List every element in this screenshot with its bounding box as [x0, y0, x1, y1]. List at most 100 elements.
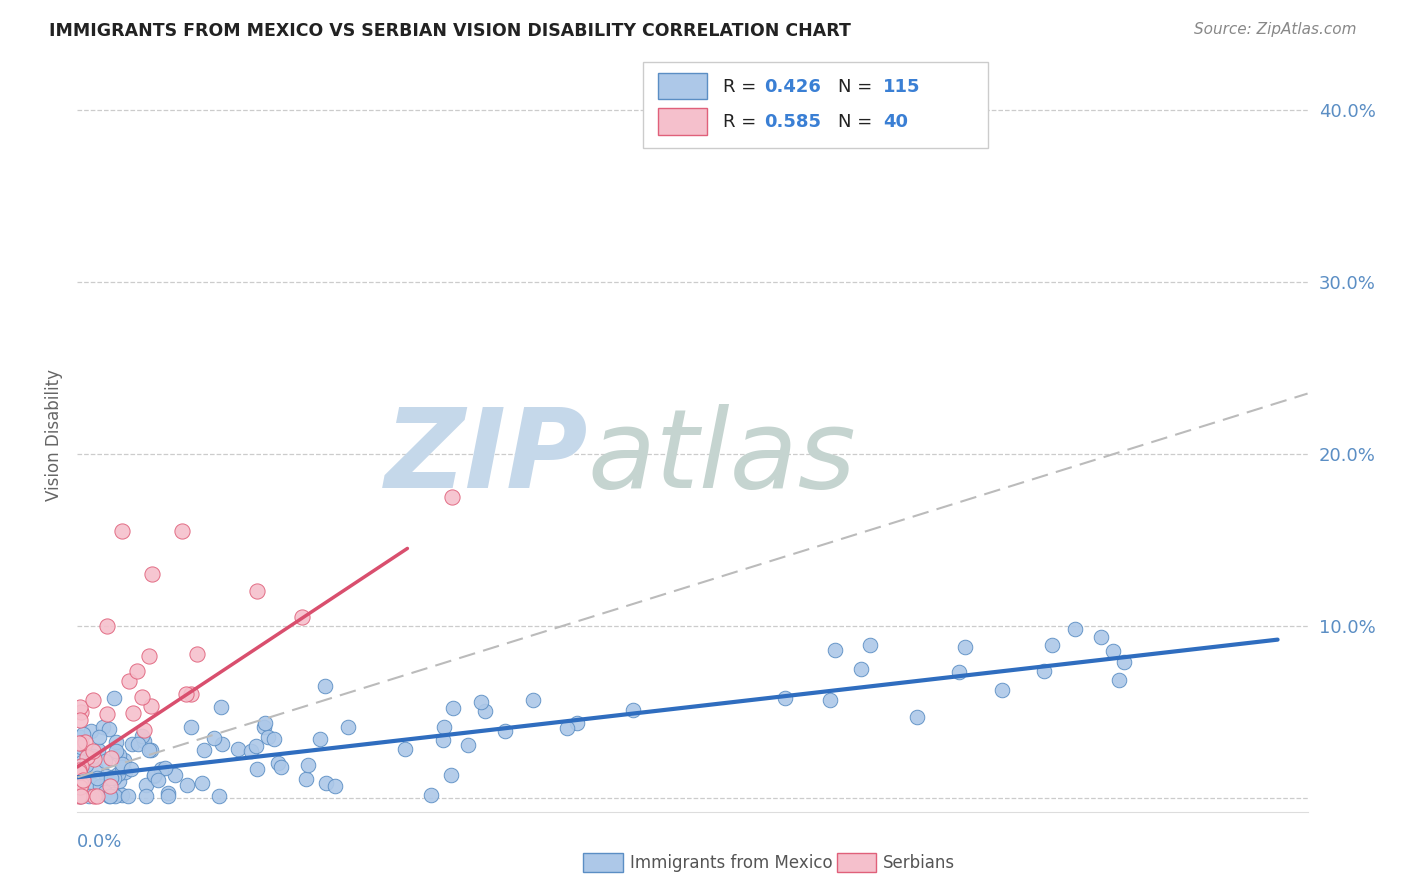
Point: [94, 785, 117, 799]
Point: [440, 768, 463, 782]
Point: [107, 767, 129, 781]
Point: [69, 777, 91, 791]
Point: [138, 649, 160, 664]
Point: [82, 778, 104, 792]
Point: [111, 788, 134, 802]
Point: [82, 693, 104, 707]
Point: [77, 789, 100, 804]
Point: [204, 731, 226, 745]
Point: [83, 789, 105, 804]
Point: [441, 490, 464, 504]
Text: N =: N =: [838, 78, 877, 95]
Point: [180, 687, 202, 701]
Point: [1112, 655, 1135, 669]
Text: Serbians: Serbians: [883, 854, 955, 871]
Point: [394, 742, 416, 756]
Point: [118, 674, 141, 689]
Point: [70, 747, 93, 761]
Point: [186, 647, 208, 661]
Point: [859, 639, 882, 653]
Point: [80, 751, 103, 765]
Point: [240, 744, 263, 758]
Point: [80, 724, 103, 739]
Point: [76, 749, 98, 764]
Point: [337, 719, 360, 733]
Point: [522, 693, 544, 707]
FancyBboxPatch shape: [658, 109, 707, 135]
Point: [98, 789, 121, 804]
Point: [108, 774, 131, 789]
Point: [773, 690, 796, 705]
Point: [69, 699, 91, 714]
Point: [1040, 638, 1063, 652]
Point: [226, 742, 249, 756]
Point: [100, 772, 122, 786]
Point: [818, 692, 841, 706]
Point: [135, 778, 157, 792]
Text: atlas: atlas: [588, 404, 856, 511]
Point: [291, 610, 314, 624]
Point: [991, 682, 1014, 697]
Point: [72, 773, 94, 788]
Point: [621, 703, 644, 717]
Point: [263, 731, 285, 746]
Point: [69, 740, 91, 755]
Text: Immigrants from Mexico: Immigrants from Mexico: [630, 854, 832, 871]
Point: [120, 762, 142, 776]
Point: [1090, 631, 1112, 645]
Point: [100, 750, 122, 764]
Point: [111, 524, 134, 539]
Point: [131, 690, 153, 704]
Point: [94, 755, 117, 769]
Text: N =: N =: [838, 113, 877, 131]
Point: [96, 619, 118, 633]
Point: [70, 789, 93, 804]
Point: [1108, 673, 1130, 687]
Point: [131, 729, 153, 743]
Point: [111, 760, 134, 774]
Point: [108, 748, 131, 763]
Point: [67, 765, 90, 780]
Point: [139, 698, 162, 713]
Point: [84, 762, 107, 776]
Point: [948, 665, 970, 679]
Point: [156, 789, 179, 804]
Point: [70, 705, 93, 719]
Point: [98, 722, 121, 736]
Point: [94, 769, 117, 783]
Point: [494, 723, 516, 738]
Point: [96, 706, 118, 721]
Point: [87, 743, 110, 757]
Point: [98, 789, 121, 804]
Point: [433, 720, 456, 734]
Point: [69, 713, 91, 727]
Point: [267, 756, 290, 771]
Point: [93, 720, 115, 734]
Point: [246, 762, 269, 776]
Point: [457, 738, 479, 752]
Point: [70, 789, 93, 804]
Text: 115: 115: [883, 78, 921, 95]
Point: [89, 779, 111, 793]
Point: [149, 762, 172, 776]
Point: [104, 744, 127, 758]
Point: [83, 752, 105, 766]
Point: [309, 732, 332, 747]
Point: [253, 720, 276, 734]
Point: [208, 789, 231, 803]
Text: 0.585: 0.585: [763, 113, 821, 131]
Point: [315, 776, 337, 790]
Text: 0.426: 0.426: [763, 78, 821, 95]
Point: [69, 736, 91, 750]
Point: [70, 759, 93, 773]
Point: [103, 772, 125, 786]
Text: R =: R =: [723, 78, 762, 95]
Point: [253, 715, 276, 730]
Point: [176, 778, 198, 792]
Point: [141, 743, 163, 757]
Point: [101, 771, 124, 785]
Point: [143, 769, 166, 783]
Point: [474, 704, 496, 718]
Point: [86, 789, 108, 804]
Point: [112, 753, 135, 767]
